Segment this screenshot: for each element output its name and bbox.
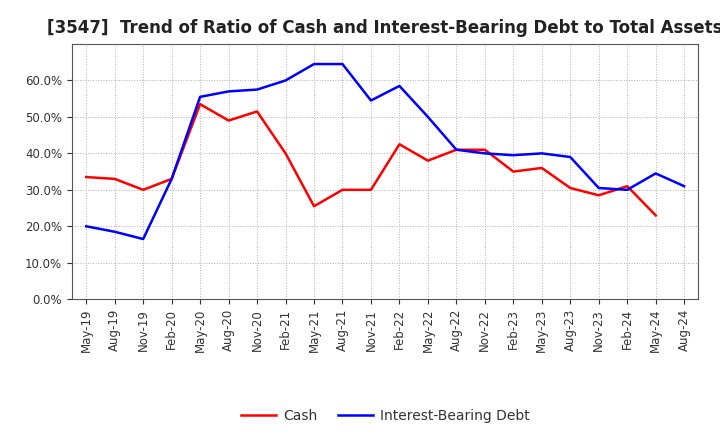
Interest-Bearing Debt bbox=[537, 151, 546, 156]
Interest-Bearing Debt bbox=[82, 224, 91, 229]
Cash bbox=[167, 176, 176, 182]
Cash bbox=[623, 183, 631, 189]
Cash bbox=[423, 158, 432, 163]
Interest-Bearing Debt bbox=[423, 114, 432, 120]
Interest-Bearing Debt bbox=[395, 83, 404, 88]
Interest-Bearing Debt bbox=[225, 89, 233, 94]
Interest-Bearing Debt bbox=[167, 176, 176, 182]
Cash bbox=[225, 118, 233, 123]
Cash bbox=[310, 204, 318, 209]
Interest-Bearing Debt bbox=[652, 171, 660, 176]
Cash bbox=[253, 109, 261, 114]
Line: Cash: Cash bbox=[86, 104, 656, 215]
Cash bbox=[366, 187, 375, 192]
Interest-Bearing Debt bbox=[310, 62, 318, 67]
Cash bbox=[652, 213, 660, 218]
Cash bbox=[537, 165, 546, 171]
Interest-Bearing Debt bbox=[623, 187, 631, 192]
Cash bbox=[139, 187, 148, 192]
Cash bbox=[595, 193, 603, 198]
Interest-Bearing Debt bbox=[282, 78, 290, 83]
Interest-Bearing Debt bbox=[110, 229, 119, 235]
Interest-Bearing Debt bbox=[139, 236, 148, 242]
Interest-Bearing Debt bbox=[480, 151, 489, 156]
Interest-Bearing Debt bbox=[509, 153, 518, 158]
Line: Interest-Bearing Debt: Interest-Bearing Debt bbox=[86, 64, 684, 239]
Interest-Bearing Debt bbox=[680, 183, 688, 189]
Interest-Bearing Debt bbox=[338, 62, 347, 67]
Cash bbox=[110, 176, 119, 182]
Cash bbox=[338, 187, 347, 192]
Interest-Bearing Debt bbox=[566, 154, 575, 160]
Legend: Cash, Interest-Bearing Debt: Cash, Interest-Bearing Debt bbox=[235, 403, 535, 428]
Interest-Bearing Debt bbox=[452, 147, 461, 152]
Title: [3547]  Trend of Ratio of Cash and Interest-Bearing Debt to Total Assets: [3547] Trend of Ratio of Cash and Intere… bbox=[48, 19, 720, 37]
Cash bbox=[395, 142, 404, 147]
Cash bbox=[566, 185, 575, 191]
Interest-Bearing Debt bbox=[253, 87, 261, 92]
Cash bbox=[480, 147, 489, 152]
Cash bbox=[82, 174, 91, 180]
Interest-Bearing Debt bbox=[366, 98, 375, 103]
Cash bbox=[196, 102, 204, 107]
Cash bbox=[509, 169, 518, 174]
Interest-Bearing Debt bbox=[595, 185, 603, 191]
Cash bbox=[452, 147, 461, 152]
Interest-Bearing Debt bbox=[196, 94, 204, 99]
Cash bbox=[282, 151, 290, 156]
